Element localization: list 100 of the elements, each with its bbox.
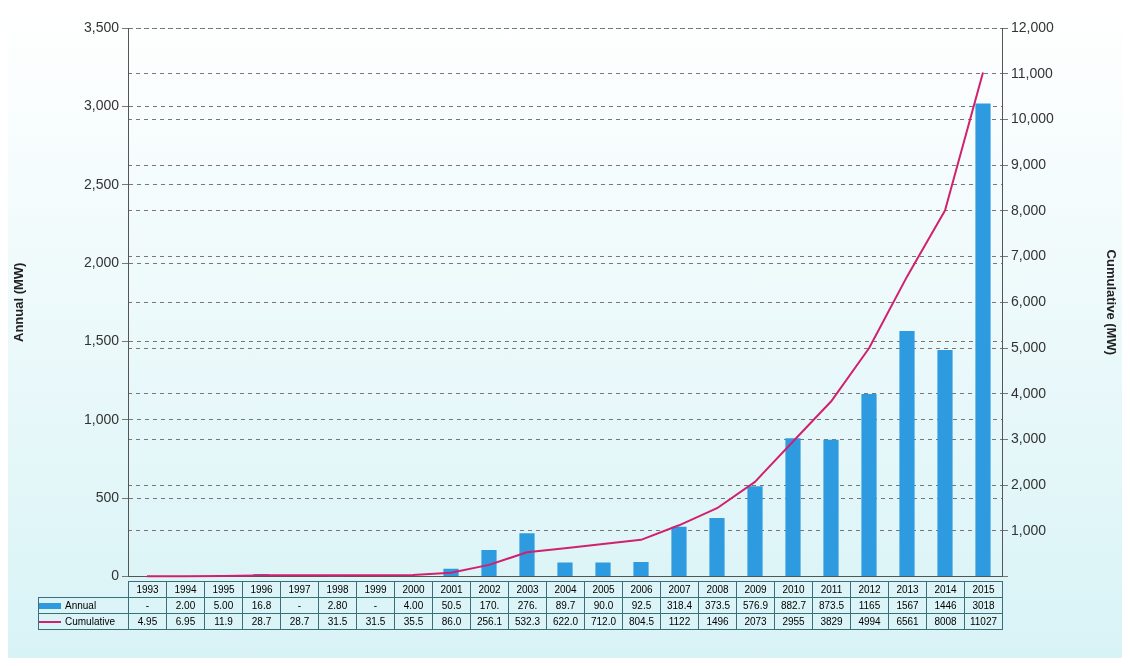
data-label: 373.5 bbox=[698, 597, 737, 614]
data-label: 1446 bbox=[926, 597, 965, 614]
data-label: 90.0 bbox=[584, 597, 623, 614]
data-label: 2.80 bbox=[318, 597, 357, 614]
data-label: 50.5 bbox=[432, 597, 471, 614]
data-label: 622.0 bbox=[546, 613, 585, 630]
y2-tick-label: 9,000 bbox=[1011, 156, 1047, 173]
data-label: 532.3 bbox=[508, 613, 547, 630]
x-tick-label: 2000 bbox=[394, 581, 433, 598]
y2-tick-label: 5,000 bbox=[1011, 338, 1047, 355]
bar bbox=[861, 394, 877, 577]
text: - bbox=[297, 599, 302, 611]
data-label: 1567 bbox=[888, 597, 927, 614]
x-tick-label: 2014 bbox=[926, 581, 965, 598]
text: - bbox=[145, 599, 150, 611]
y2-tick-label: 4,000 bbox=[1011, 384, 1047, 401]
y2-tick-label: 10,000 bbox=[1011, 110, 1055, 127]
data-label: 89.7 bbox=[546, 597, 585, 614]
data-label: 86.0 bbox=[432, 613, 471, 630]
y-tick-label: 2,000 bbox=[83, 253, 120, 270]
x-tick-label: 1997 bbox=[280, 581, 319, 598]
data-label: 2073 bbox=[736, 613, 775, 630]
x-tick-label: 2010 bbox=[774, 581, 813, 598]
data-label: 28.7 bbox=[242, 613, 281, 630]
x-tick-label: 2006 bbox=[622, 581, 661, 598]
y-tick-label: 500 bbox=[95, 489, 120, 506]
y2-tick-label: 12,000 bbox=[1011, 18, 1055, 35]
data-label: 11.9 bbox=[204, 613, 243, 630]
x-tick-label: 2015 bbox=[964, 581, 1003, 598]
y2-tick-label: 6,000 bbox=[1011, 293, 1047, 310]
bar bbox=[823, 439, 839, 577]
x-tick-label: 2002 bbox=[470, 581, 509, 598]
y2-tick-label: 1,000 bbox=[1011, 521, 1047, 538]
data-label: 28.7 bbox=[280, 613, 319, 630]
y-axis-title: Annual (MW) bbox=[11, 262, 27, 343]
x-tick-label: 2008 bbox=[698, 581, 737, 598]
y-tick-label: 0 bbox=[111, 567, 120, 584]
y2-tick-label: 3,000 bbox=[1011, 430, 1047, 447]
data-label: 31.5 bbox=[318, 613, 357, 630]
x-tick-label: 2007 bbox=[660, 581, 699, 598]
data-label: 31.5 bbox=[356, 613, 395, 630]
x-tick-label: 1996 bbox=[242, 581, 281, 598]
y2-tick-label: 7,000 bbox=[1011, 247, 1047, 264]
x-tick-label: 1994 bbox=[166, 581, 205, 598]
bar bbox=[785, 438, 801, 577]
x-tick-label: 2009 bbox=[736, 581, 775, 598]
data-label: 6.95 bbox=[166, 613, 205, 630]
bar bbox=[595, 562, 611, 577]
x-tick-label: 2005 bbox=[584, 581, 623, 598]
x-tick-label: 1999 bbox=[356, 581, 395, 598]
bar bbox=[557, 562, 573, 577]
y2-tick-label: 8,000 bbox=[1011, 201, 1047, 218]
data-label: 882.7 bbox=[774, 597, 813, 614]
data-label: 6561 bbox=[888, 613, 927, 630]
data-label: 1165 bbox=[850, 597, 889, 614]
data-label: 92.5 bbox=[622, 597, 661, 614]
data-label: 256.1 bbox=[470, 613, 509, 630]
x-tick-label: 2001 bbox=[432, 581, 471, 598]
y2-tick-label: 11,000 bbox=[1011, 64, 1053, 81]
x-tick-label: 2004 bbox=[546, 581, 585, 598]
y-tick-label: 1,500 bbox=[83, 332, 120, 349]
bar bbox=[975, 103, 991, 577]
data-label: 276. bbox=[508, 597, 547, 614]
data-label: 11027 bbox=[964, 613, 1003, 630]
data-label: 1122 bbox=[660, 613, 699, 630]
bar bbox=[633, 562, 649, 577]
bar bbox=[481, 549, 497, 577]
x-tick-label: 2011 bbox=[812, 581, 851, 598]
data-label: 170. bbox=[470, 597, 509, 614]
data-label: 35.5 bbox=[394, 613, 433, 630]
legend-label: Cumulative bbox=[65, 615, 116, 627]
x-tick-label: 2003 bbox=[508, 581, 547, 598]
data-label: 804.5 bbox=[622, 613, 661, 630]
data-label: 4994 bbox=[850, 613, 889, 630]
y-tick-label: 1,000 bbox=[83, 410, 120, 427]
data-label: 712.0 bbox=[584, 613, 623, 630]
bar bbox=[937, 349, 953, 577]
x-tick-label: 2012 bbox=[850, 581, 889, 598]
data-label: 318.4 bbox=[660, 597, 699, 614]
bar bbox=[671, 526, 687, 577]
x-tick-label: 1995 bbox=[204, 581, 243, 598]
bar bbox=[747, 486, 763, 577]
data-label: 576.9 bbox=[736, 597, 775, 614]
text: - bbox=[373, 599, 378, 611]
x-tick-label: 1998 bbox=[318, 581, 357, 598]
bar bbox=[519, 533, 535, 577]
data-label: 16.8 bbox=[242, 597, 281, 614]
y-tick-label: 3,000 bbox=[83, 97, 120, 114]
y2-axis-title: Cumulative (MW) bbox=[1103, 249, 1119, 356]
bar bbox=[899, 330, 915, 577]
data-label: 2955 bbox=[774, 613, 813, 630]
data-label: 4.95 bbox=[128, 613, 167, 630]
data-label: 3018 bbox=[964, 597, 1003, 614]
data-label: 1496 bbox=[698, 613, 737, 630]
data-label: 8008 bbox=[926, 613, 965, 630]
legend-label: Annual bbox=[65, 599, 97, 611]
y2-tick-label: 2,000 bbox=[1011, 476, 1047, 493]
y-tick-label: 2,500 bbox=[83, 175, 120, 192]
x-tick-label: 1993 bbox=[128, 581, 167, 598]
data-label: 2.00 bbox=[166, 597, 205, 614]
